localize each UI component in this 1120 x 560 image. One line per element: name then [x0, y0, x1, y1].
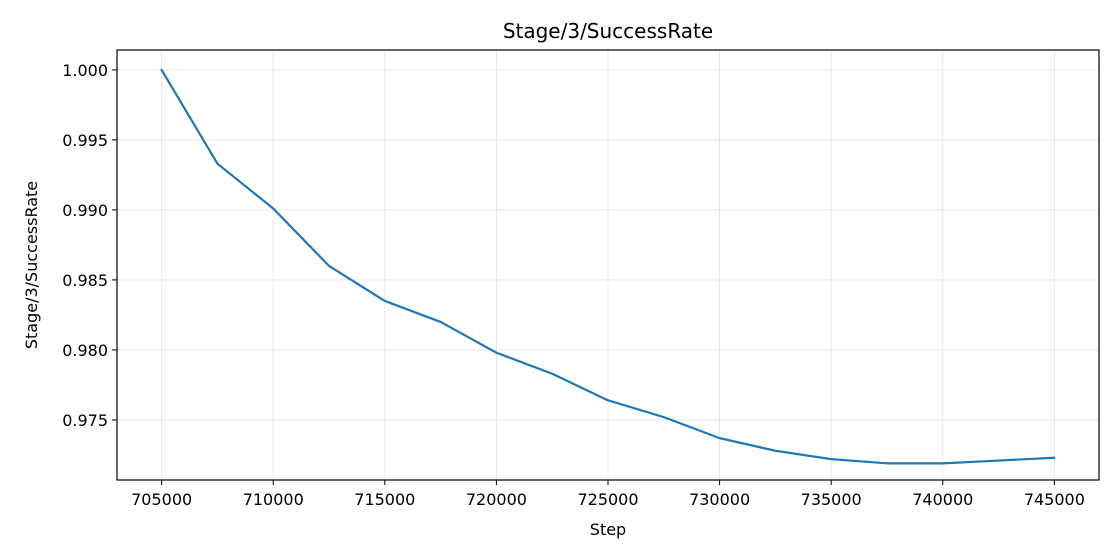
y-tick-label: 0.995 — [62, 131, 108, 150]
x-tick-label: 710000 — [243, 490, 304, 509]
x-tick-label: 745000 — [1024, 490, 1085, 509]
y-tick-label: 0.990 — [62, 201, 108, 220]
y-axis-label: Stage/3/SuccessRate — [22, 181, 41, 349]
x-axis-label: Step — [590, 520, 626, 539]
x-tick-label: 720000 — [466, 490, 527, 509]
y-tick-label: 0.980 — [62, 341, 108, 360]
x-axis: 705000 710000 715000 720000 725000 730000 7350… — [131, 480, 1085, 509]
x-tick-label: 730000 — [689, 490, 750, 509]
grid — [117, 50, 1099, 480]
x-tick-label: 740000 — [912, 490, 973, 509]
chart-title: Stage/3/SuccessRate — [503, 19, 713, 43]
y-tick-label: 1.000 — [62, 61, 108, 80]
x-tick-label: 735000 — [801, 490, 862, 509]
x-tick-label: 715000 — [354, 490, 415, 509]
series-layer — [160, 68, 1056, 465]
y-tick-label: 0.985 — [62, 271, 108, 290]
y-tick-label: 0.975 — [62, 411, 108, 430]
series-line — [160, 68, 1056, 465]
y-axis: 0.975 0.980 0.985 0.990 0.995 1.000 — [62, 61, 117, 430]
x-tick-label: 725000 — [577, 490, 638, 509]
x-tick-label: 705000 — [131, 490, 192, 509]
